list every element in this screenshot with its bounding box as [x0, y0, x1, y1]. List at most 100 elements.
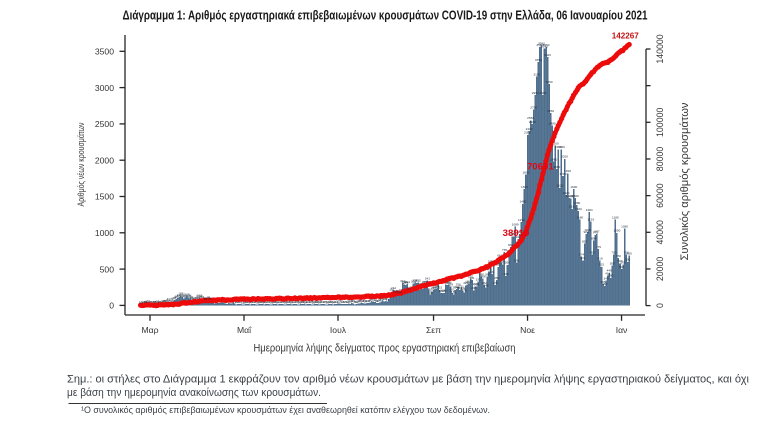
svg-text:314: 314: [412, 278, 417, 282]
svg-text:27: 27: [336, 299, 340, 303]
svg-text:19: 19: [293, 300, 297, 304]
svg-text:600: 600: [625, 258, 630, 262]
svg-text:103: 103: [175, 294, 180, 298]
svg-text:532: 532: [599, 263, 604, 267]
svg-text:2480: 2480: [549, 121, 556, 125]
svg-text:96: 96: [182, 294, 186, 298]
svg-text:21: 21: [278, 300, 282, 304]
svg-text:215: 215: [437, 286, 442, 290]
svg-text:16: 16: [153, 300, 157, 304]
svg-text:17: 17: [281, 300, 285, 304]
svg-text:30: 30: [362, 299, 366, 303]
svg-text:76: 76: [195, 296, 199, 300]
svg-text:331: 331: [476, 277, 481, 281]
svg-text:15: 15: [282, 300, 286, 304]
svg-text:19: 19: [252, 300, 256, 304]
svg-text:431: 431: [490, 270, 495, 274]
svg-text:3540: 3540: [541, 44, 548, 48]
svg-text:17: 17: [295, 300, 299, 304]
svg-text:1000: 1000: [613, 229, 620, 233]
svg-text:3050: 3050: [546, 80, 553, 84]
svg-text:559: 559: [505, 261, 510, 265]
svg-text:52: 52: [170, 298, 174, 302]
svg-text:1089: 1089: [512, 222, 519, 226]
svg-text:580: 580: [617, 259, 622, 263]
svg-text:208: 208: [471, 286, 476, 290]
svg-text:38910: 38910: [503, 228, 530, 239]
svg-text:315: 315: [416, 278, 421, 282]
svg-text:294: 294: [405, 280, 410, 284]
svg-text:41: 41: [165, 298, 169, 302]
svg-text:76: 76: [173, 296, 177, 300]
svg-text:561: 561: [500, 261, 505, 265]
svg-text:68: 68: [171, 296, 175, 300]
svg-text:15: 15: [296, 300, 300, 304]
svg-text:151: 151: [428, 290, 433, 294]
svg-text:1185: 1185: [612, 215, 619, 219]
svg-text:Ημερομηνία λήψης δείγματος προ: Ημερομηνία λήψης δείγματος προς εργαστηρ…: [254, 343, 516, 355]
svg-text:Συνολικός αριθμός κρουσμάτων: Συνολικός αριθμός κρουσμάτων: [679, 102, 691, 261]
svg-text:621: 621: [580, 256, 585, 260]
svg-text:20: 20: [272, 300, 276, 304]
svg-text:351: 351: [469, 276, 474, 280]
svg-text:66: 66: [381, 297, 385, 301]
svg-text:57: 57: [383, 297, 387, 301]
svg-text:2020: 2020: [561, 155, 568, 159]
svg-text:20: 20: [299, 300, 303, 304]
svg-text:2400: 2400: [526, 127, 533, 131]
svg-text:18: 18: [273, 300, 277, 304]
svg-text:Ιαν: Ιαν: [616, 325, 628, 335]
svg-text:142267: 142267: [612, 32, 640, 41]
svg-text:120: 120: [184, 293, 189, 297]
svg-text:465: 465: [486, 268, 491, 272]
svg-text:21: 21: [264, 300, 268, 304]
svg-text:2000: 2000: [95, 155, 114, 165]
svg-text:18: 18: [236, 300, 240, 304]
svg-text:20: 20: [313, 300, 317, 304]
svg-text:13: 13: [256, 300, 260, 304]
svg-text:1153: 1153: [587, 218, 594, 222]
svg-text:19: 19: [335, 300, 339, 304]
svg-text:531: 531: [496, 263, 501, 267]
svg-text:15: 15: [310, 300, 314, 304]
svg-text:Σημ.: οι στήλες στο Διάγραμμα: Σημ.: οι στήλες στο Διάγραμμα 1 εκφράζου…: [67, 373, 749, 385]
svg-text:20: 20: [285, 300, 289, 304]
svg-text:Νοε: Νοε: [520, 325, 535, 335]
svg-text:1600: 1600: [570, 185, 577, 189]
svg-text:2150: 2150: [558, 145, 565, 149]
svg-text:32: 32: [367, 299, 371, 303]
svg-text:17: 17: [148, 300, 152, 304]
svg-text:13: 13: [312, 300, 316, 304]
svg-text:¹Ο συνολικός αριθμός επιβεβαιω: ¹Ο συνολικός αριθμός επιβεβαιωμένων κρου…: [81, 405, 490, 416]
svg-text:1009: 1009: [584, 228, 591, 232]
svg-text:122: 122: [180, 292, 185, 296]
svg-text:16: 16: [302, 300, 306, 304]
svg-text:311: 311: [414, 279, 419, 283]
svg-text:51: 51: [167, 298, 171, 302]
svg-text:26: 26: [347, 299, 351, 303]
svg-text:3350: 3350: [535, 58, 542, 62]
svg-text:14: 14: [318, 300, 322, 304]
svg-text:17: 17: [253, 300, 257, 304]
svg-text:14: 14: [290, 300, 294, 304]
svg-text:29: 29: [352, 299, 356, 303]
svg-text:19: 19: [142, 300, 146, 304]
svg-text:14: 14: [262, 300, 266, 304]
svg-text:51: 51: [372, 298, 376, 302]
svg-text:289: 289: [465, 280, 470, 284]
svg-text:86: 86: [201, 295, 205, 299]
svg-text:22: 22: [339, 300, 343, 304]
svg-text:303: 303: [466, 279, 471, 283]
svg-text:23: 23: [349, 300, 353, 304]
svg-text:223: 223: [454, 285, 459, 289]
svg-text:Ιουλ: Ιουλ: [330, 325, 347, 335]
svg-text:31: 31: [366, 299, 370, 303]
svg-text:2700: 2700: [530, 105, 537, 109]
svg-text:341: 341: [425, 277, 430, 281]
svg-text:187: 187: [389, 288, 394, 292]
svg-text:0: 0: [109, 301, 114, 311]
svg-text:17: 17: [158, 300, 162, 304]
svg-text:19: 19: [144, 300, 148, 304]
svg-text:1980: 1980: [550, 158, 557, 162]
svg-text:41: 41: [359, 298, 363, 302]
